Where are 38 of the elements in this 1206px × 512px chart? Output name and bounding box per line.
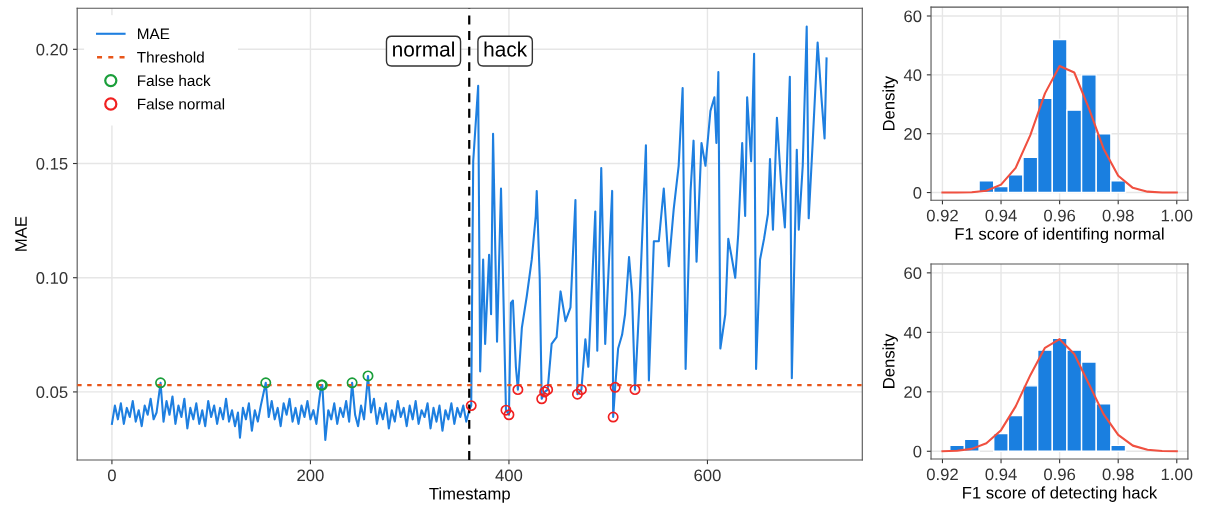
y-tick-label: 0.20 [36, 43, 68, 56]
x-tick-label: 0.98 [1102, 209, 1134, 222]
y-tick-label: 60 [904, 267, 922, 280]
y-tick-label: 0.10 [36, 272, 68, 284]
x-axis-title: F1 score of detecting hack [963, 486, 1158, 502]
x-tick-label: 1.00 [1161, 209, 1193, 222]
x-tick-label: 400 [495, 469, 523, 482]
y-axis-title: Density [882, 75, 898, 131]
x-axis-title: Timestamp [429, 487, 510, 503]
y-tick-label: 40 [903, 69, 922, 82]
x-tick-label: 0.94 [985, 468, 1017, 481]
x-tick-label: 0.94 [985, 209, 1017, 222]
annotation: hack [484, 41, 528, 57]
x-tick-label: 0.92 [926, 209, 958, 222]
y-tick-label: 0.15 [36, 157, 68, 170]
x-tick-label: 0.96 [1044, 468, 1076, 481]
x-tick-label: 0.98 [1102, 468, 1134, 481]
y-axis-title: Density [882, 333, 898, 388]
x-tick-label: 0.96 [1044, 209, 1076, 222]
x-tick-label: 600 [694, 469, 721, 482]
x-tick-label: 0.92 [926, 468, 958, 481]
legend-label: False hack [138, 74, 211, 87]
y-tick-label: 20 [904, 128, 922, 140]
y-axis-title: MAE [15, 216, 27, 251]
legend-label: Threshold [137, 51, 204, 63]
legend-label: MAE [138, 28, 170, 40]
x-tick-label: 1.00 [1161, 468, 1193, 481]
y-tick-label: 20 [904, 386, 922, 399]
x-tick-label: 200 [297, 469, 324, 482]
y-tick-label: 0.05 [36, 386, 68, 399]
y-tick-label: 60 [904, 10, 922, 23]
x-tick-label: 0 [107, 469, 116, 482]
y-tick-label: 40 [903, 326, 922, 339]
legend-label: False normal [138, 98, 225, 110]
annotation: normal [393, 41, 454, 57]
x-axis-title: F1 score of identifing normal [955, 227, 1164, 244]
y-tick-label: 0 [913, 445, 922, 458]
y-tick-label: 0 [913, 186, 922, 199]
